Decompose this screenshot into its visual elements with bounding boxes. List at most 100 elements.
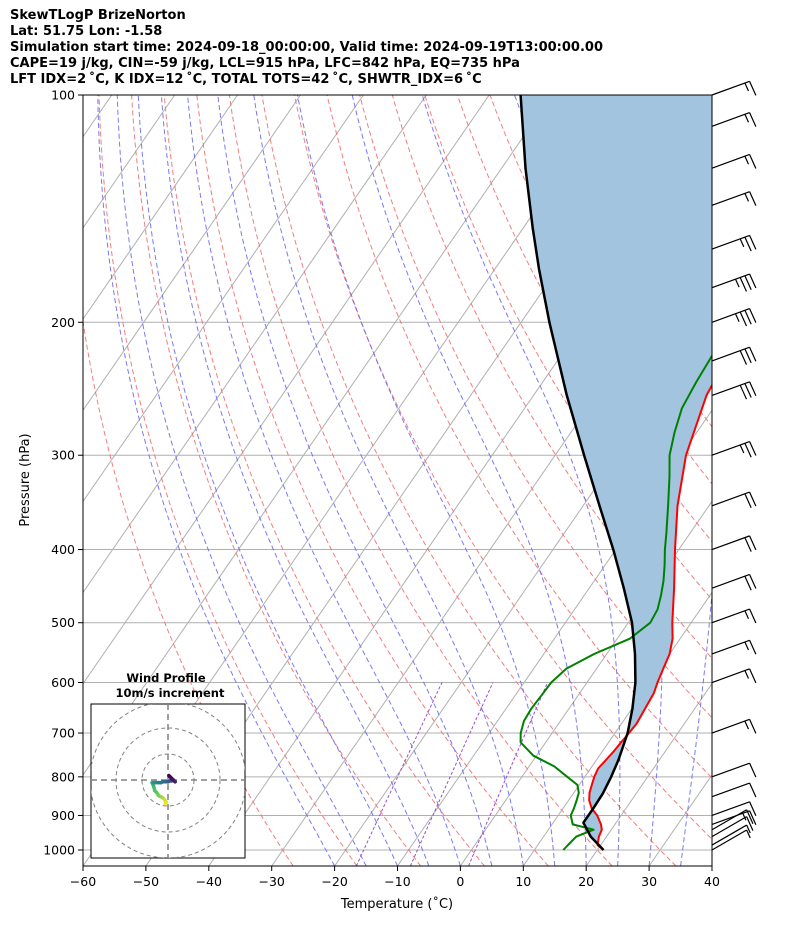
axes: −60 −50 −40 −30 −20 −10 0 10 20 30 40 1000 900 800 700… [43, 88, 720, 890]
moist-adiabat-line [160, 95, 430, 866]
y-tick-label: 600 [51, 675, 75, 690]
wind-barb [711, 762, 757, 778]
x-tick-label: −20 [321, 874, 347, 889]
wind-barb-staff [711, 810, 750, 826]
wind-barb [711, 535, 757, 552]
wind-barb-flag [749, 782, 757, 798]
cape-shading [520, 95, 712, 850]
wind-barb-flag [744, 82, 750, 92]
wind-barb-staff [711, 824, 747, 846]
wind-barb-staff [711, 440, 750, 456]
mixing-ratio-line [355, 682, 443, 866]
wind-barb-flag [746, 824, 751, 834]
wind-barb-staff [711, 191, 750, 206]
station-coordinates: Lat: 51.75 Lon: -1.58 [10, 24, 163, 39]
wind-barbs [711, 80, 757, 851]
wind-barb-staff [711, 234, 750, 250]
mixing-ratio-line [468, 682, 549, 866]
hodograph-inset: Wind Profile 10m/s increment [90, 671, 246, 859]
wind-barb-flag [739, 384, 748, 400]
isotherm-line [459, 500, 712, 866]
y-tick-label: 800 [51, 769, 75, 784]
wind-barb [711, 153, 757, 169]
stability-parameters: CAPE=19 j/kg, CIN=-59 j/kg, LCL=915 hPa,… [10, 56, 520, 71]
wind-barb-flag [739, 350, 748, 365]
wind-barb-staff [711, 762, 750, 778]
wind-barb-flag [749, 273, 757, 289]
isotherm-line [522, 591, 712, 866]
wind-barb-flag [749, 308, 757, 323]
wind-barb [711, 191, 757, 206]
wind-barb-flag [739, 444, 745, 454]
wind-barb-flag [739, 277, 748, 292]
wind-barb-flag [749, 535, 757, 551]
wind-barb-staff [711, 80, 750, 96]
wind-barb-flag [749, 810, 757, 826]
x-tick-label: −50 [133, 874, 159, 889]
dry-adiabat-line [131, 95, 422, 866]
wind-barb-flag [739, 238, 745, 248]
y-tick-label: 700 [51, 726, 75, 741]
wind-barb [711, 273, 757, 292]
moist-adiabat-line [253, 95, 524, 866]
dry-adiabat-line [391, 95, 712, 660]
dry-adiabat-line [326, 95, 712, 779]
wind-barb-flag [744, 348, 752, 364]
wind-barb-staff [711, 308, 750, 323]
isotherm-line [83, 95, 176, 229]
isotherm-line [711, 865, 712, 866]
isotherm-line [83, 95, 301, 412]
wind-barb [711, 639, 757, 655]
moist-adiabat-line [187, 95, 461, 866]
x-tick-label: −30 [259, 874, 285, 889]
wind-barb [711, 381, 757, 400]
wind-barb-staff [711, 829, 747, 851]
wind-barb-flag [749, 381, 757, 397]
wind-barb-flag [744, 114, 750, 123]
y-tick-label: 200 [51, 315, 75, 330]
wind-barb-flag [734, 278, 740, 288]
moist-adiabat-line [297, 95, 556, 866]
wind-barb-staff [711, 491, 750, 507]
parcel-profile [519, 95, 637, 851]
wind-barb [711, 829, 751, 851]
wind-barb-flag [749, 441, 757, 456]
wind-barb-flag [749, 574, 757, 589]
hodograph-title: Wind Profile [126, 671, 206, 685]
x-tick-label: 0 [456, 874, 464, 889]
x-tick-label: −60 [70, 874, 96, 889]
wind-barb-staff [711, 535, 750, 551]
wind-barb-flag [749, 81, 757, 96]
wind-barb-flag [744, 670, 750, 679]
hodograph-segment [167, 773, 172, 779]
dry-adiabat-line [98, 95, 358, 866]
wind-barb-flag [749, 154, 757, 169]
y-tick-label: 400 [51, 542, 75, 557]
wind-barb-flag [749, 491, 757, 507]
chart-header: SkewTLogP BrizeNorton Lat: 51.75 Lon: -1… [10, 8, 603, 88]
wind-barb-staff [711, 809, 747, 831]
data-series [519, 95, 712, 851]
x-tick-label: −10 [384, 874, 410, 889]
wind-barb-flag [749, 801, 757, 817]
dry-adiabat-line [718, 95, 794, 866]
wind-barb [711, 718, 757, 734]
isotherm-line [83, 95, 427, 594]
isotherm-line [775, 95, 794, 866]
wind-barb [711, 782, 757, 798]
wind-barb-flag [749, 719, 757, 734]
moist-adiabat-line [217, 95, 493, 866]
wind-barb-flag [749, 608, 757, 624]
x-tick-label: 30 [641, 874, 657, 889]
moist-adiabat-line [116, 95, 367, 866]
wind-barb-staff [711, 573, 750, 589]
wind-barb [711, 80, 757, 96]
wind-barb [711, 234, 757, 252]
wind-barb [711, 801, 757, 817]
wind-barb-flag [744, 641, 750, 651]
dry-adiabat-line [228, 95, 613, 866]
x-axis-label: Temperature (˚C) [340, 896, 453, 912]
wind-barb [711, 816, 754, 838]
y-tick-label: 1000 [43, 843, 75, 858]
